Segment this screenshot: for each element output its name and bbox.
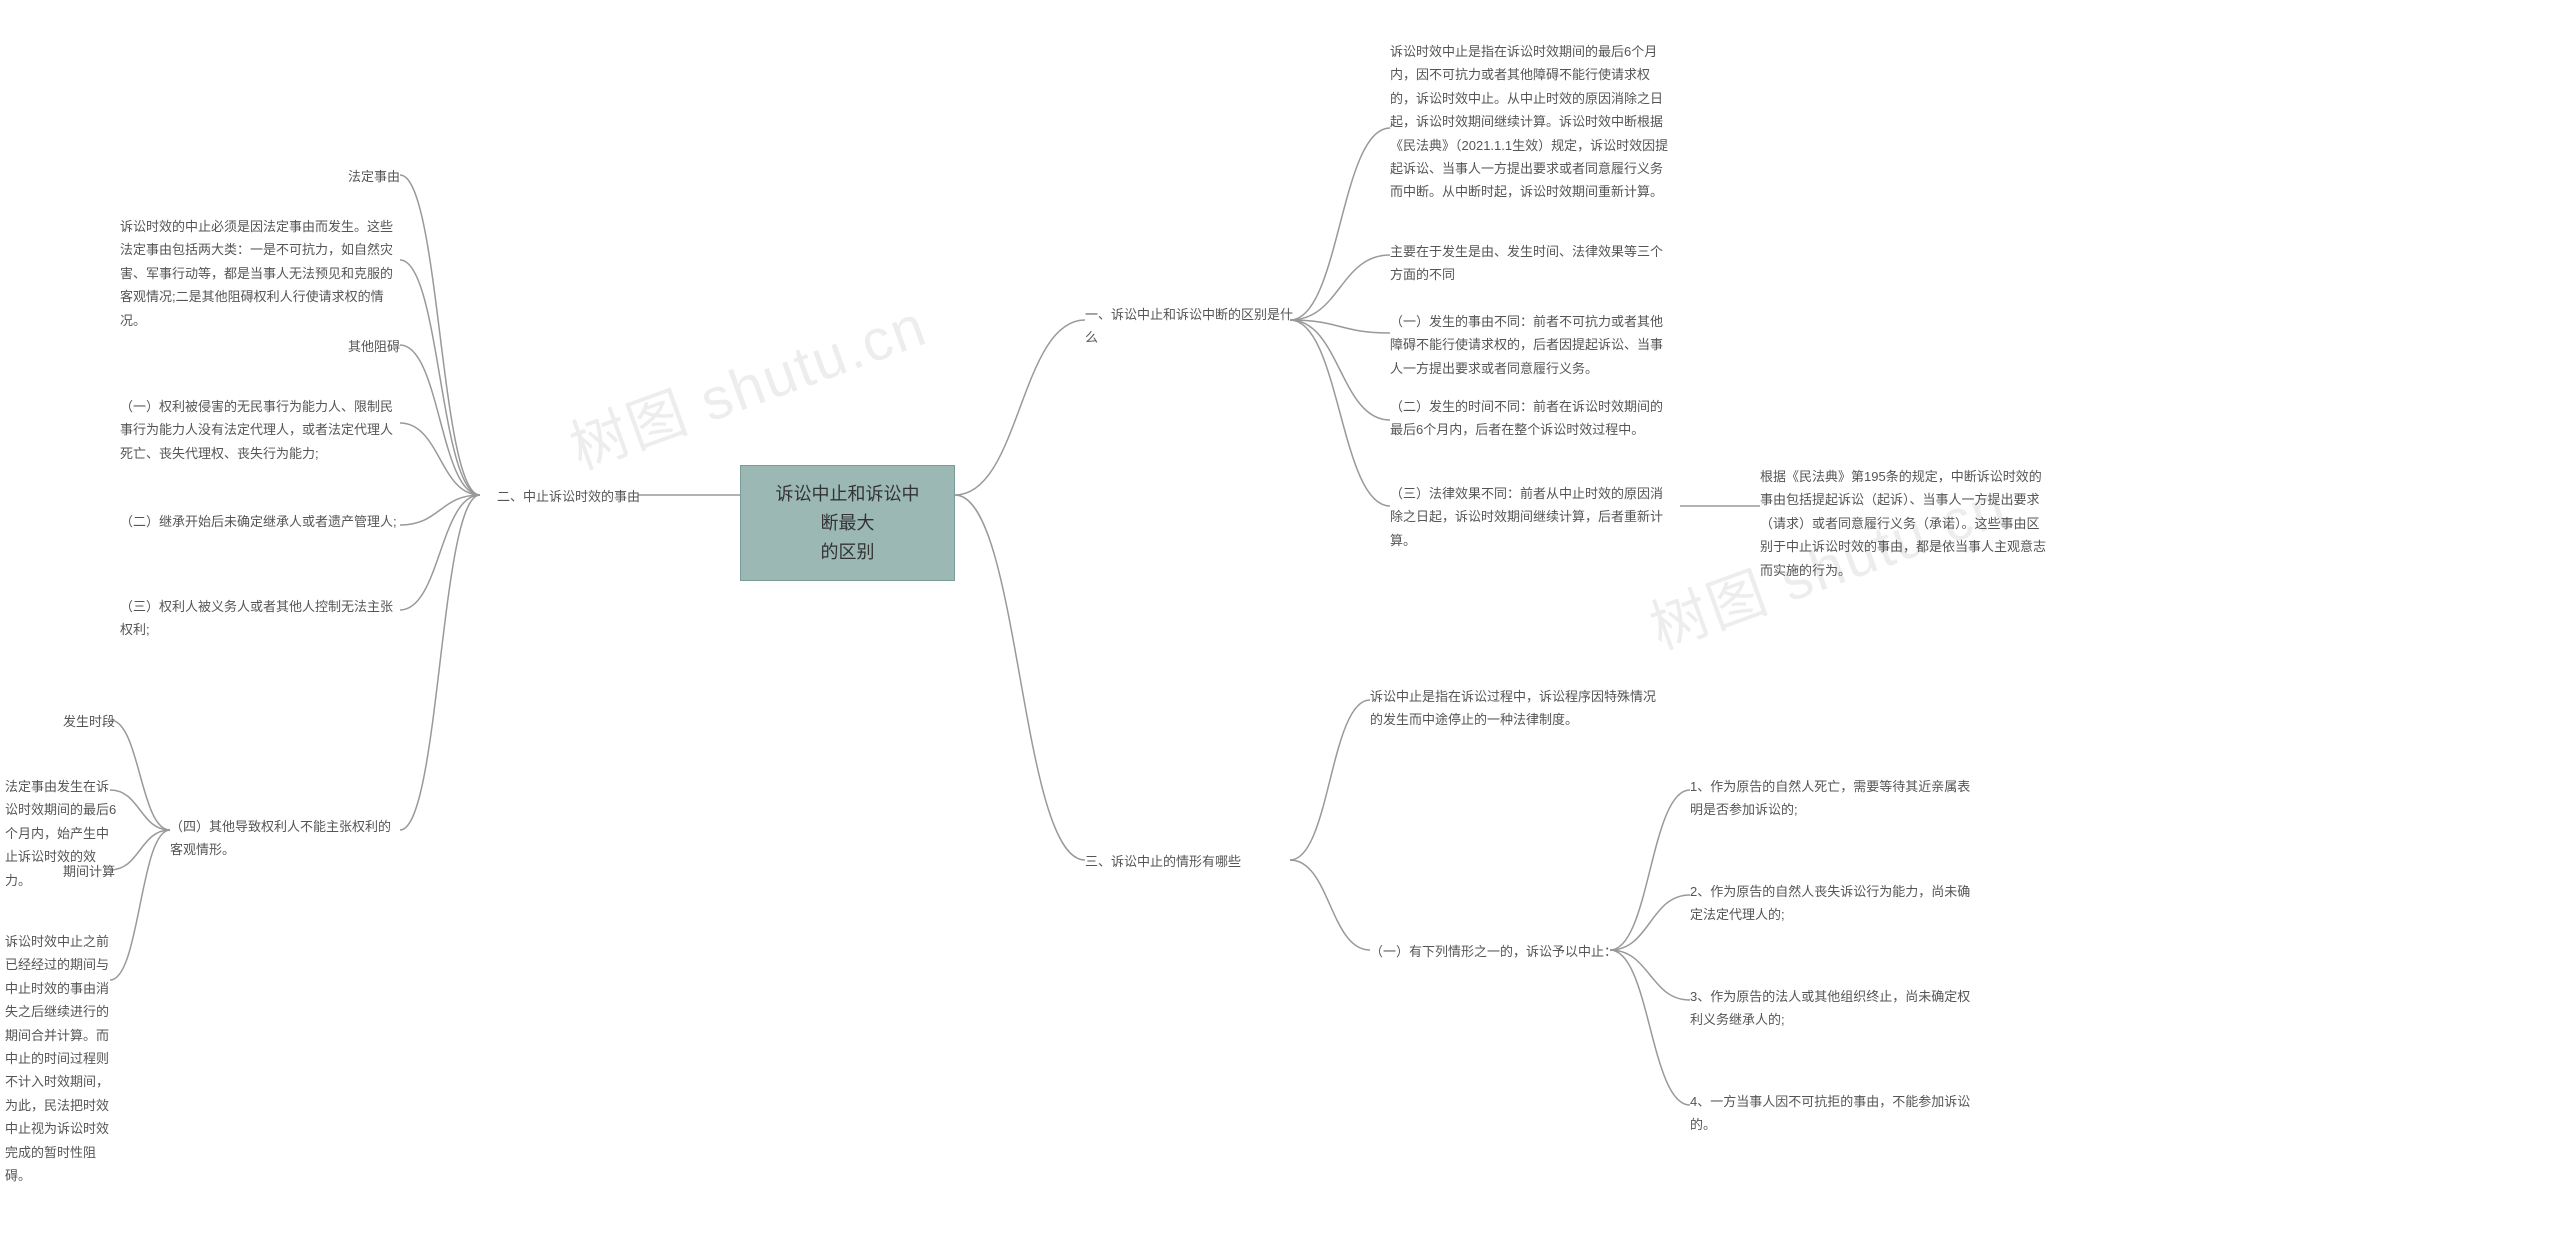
branch-2-label: 二、中止诉讼时效的事由 bbox=[480, 485, 640, 508]
branch-2-node-6: （三）权利人被义务人或者其他人控制无法主张权利; bbox=[120, 595, 400, 642]
branch-3-node-1: 诉讼中止是指在诉讼过程中，诉讼程序因特殊情况的发生而中途停止的一种法律制度。 bbox=[1370, 685, 1660, 732]
root-title-1: 诉讼中止和诉讼中断最大 bbox=[769, 480, 926, 538]
branch-2-node-5: （二）继承开始后未确定继承人或者遗产管理人; bbox=[120, 510, 400, 533]
branch-2-sub-3: 期间计算 bbox=[20, 860, 115, 883]
branch-3-node-2-label: （一）有下列情形之一的，诉讼予以中止： bbox=[1370, 940, 1620, 963]
branch-2-node-3: 其他阻碍 bbox=[170, 335, 400, 358]
branch-1-label: 一、诉讼中止和诉讼中断的区别是什么 bbox=[1085, 303, 1305, 350]
root-title-2: 的区别 bbox=[769, 538, 926, 567]
branch-2-sub-4: 诉讼时效中止之前已经经过的期间与中止时效的事由消失之后继续进行的期间合并计算。而… bbox=[5, 930, 120, 1187]
branch-3-sub-4: 4、一方当事人因不可抗拒的事由，不能参加诉讼的。 bbox=[1690, 1090, 1975, 1137]
branch-1-node-3: （一）发生的事由不同：前者不可抗力或者其他障碍不能行使请求权的，后者因提起诉讼、… bbox=[1390, 310, 1675, 380]
branch-2-node-1: 法定事由 bbox=[170, 165, 400, 188]
branch-1-node-4: （二）发生的时间不同：前者在诉讼时效期间的最后6个月内，后者在整个诉讼时效过程中… bbox=[1390, 395, 1675, 442]
branch-3-label: 三、诉讼中止的情形有哪些 bbox=[1085, 850, 1285, 873]
branch-1-node-1: 诉讼时效中止是指在诉讼时效期间的最后6个月内，因不可抗力或者其他障碍不能行使请求… bbox=[1390, 40, 1675, 204]
branch-1-node-5-extra: 根据《民法典》第195条的规定，中断诉讼时效的事由包括提起诉讼（起诉）、当事人一… bbox=[1760, 465, 2050, 582]
branch-3-sub-2: 2、作为原告的自然人丧失诉讼行为能力，尚未确定法定代理人的; bbox=[1690, 880, 1975, 927]
branch-1-node-2: 主要在于发生是由、发生时间、法律效果等三个方面的不同 bbox=[1390, 240, 1675, 287]
branch-2-node-4: （一）权利被侵害的无民事行为能力人、限制民事行为能力人没有法定代理人，或者法定代… bbox=[120, 395, 400, 465]
branch-3-sub-1: 1、作为原告的自然人死亡，需要等待其近亲属表明是否参加诉讼的; bbox=[1690, 775, 1975, 822]
branch-2-node-7: （四）其他导致权利人不能主张权利的客观情形。 bbox=[170, 815, 400, 862]
branch-2-sub-1: 发生时段 bbox=[20, 710, 115, 733]
branch-3-sub-3: 3、作为原告的法人或其他组织终止，尚未确定权利义务继承人的; bbox=[1690, 985, 1975, 1032]
branch-2-node-2: 诉讼时效的中止必须是因法定事由而发生。这些法定事由包括两大类：一是不可抗力，如自… bbox=[120, 215, 400, 332]
root-node: 诉讼中止和诉讼中断最大 的区别 bbox=[740, 465, 955, 581]
watermark-1: 树图 shutu.cn bbox=[557, 279, 937, 486]
branch-1-node-5: （三）法律效果不同：前者从中止时效的原因消除之日起，诉讼时效期间继续计算，后者重… bbox=[1390, 482, 1675, 552]
